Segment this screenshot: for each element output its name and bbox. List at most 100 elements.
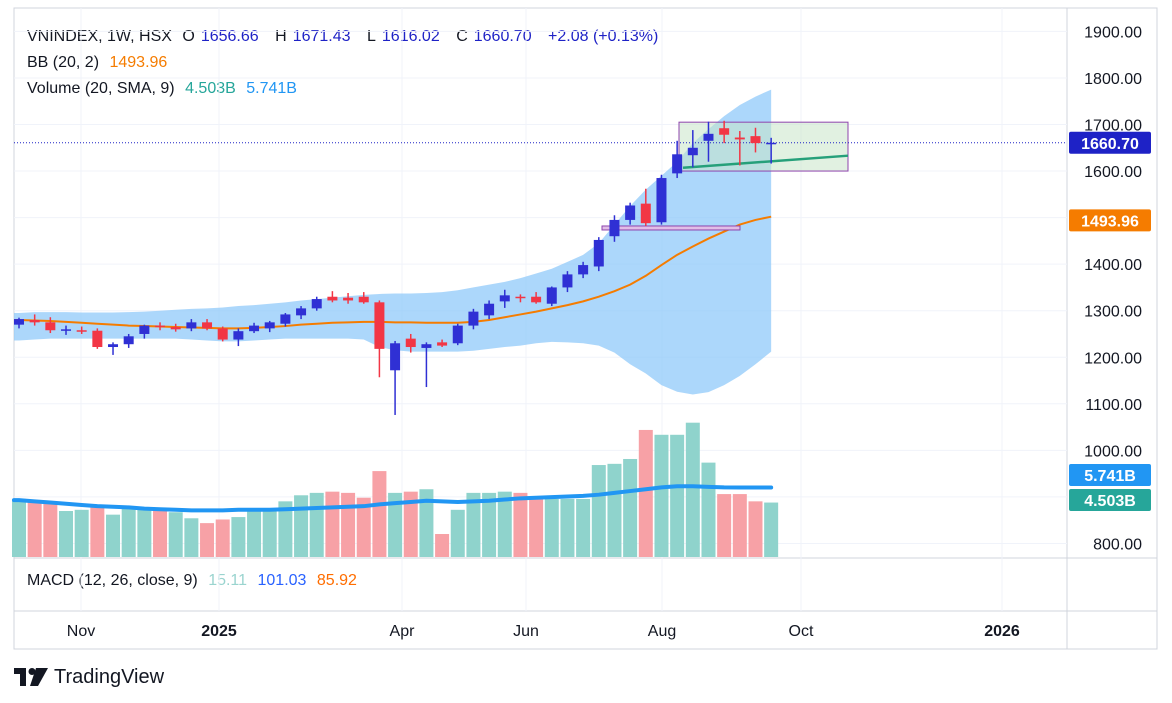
candle — [296, 306, 307, 320]
candle-body — [202, 322, 213, 329]
volume-bar — [513, 492, 528, 557]
candle-body — [249, 325, 260, 332]
close-label: C — [456, 28, 468, 45]
symbol-title[interactable]: VNINDEX, 1W, HSX — [27, 28, 172, 45]
candle — [734, 131, 745, 166]
price-tick-label: 1900.00 — [1084, 24, 1142, 41]
candle — [578, 261, 589, 279]
candle — [452, 323, 463, 346]
candle-body — [186, 322, 197, 329]
low-value: 1616.02 — [381, 28, 440, 45]
candle-body — [217, 328, 228, 340]
candle-body — [750, 136, 761, 144]
candle-body — [672, 154, 683, 174]
open-value: 1656.66 — [200, 28, 259, 45]
candle-body — [29, 320, 40, 323]
volume-bar — [262, 511, 277, 557]
volume-bar — [74, 509, 89, 557]
time-tick-label: 2026 — [984, 623, 1020, 640]
volume-legend[interactable]: Volume (20, SMA, 9) 4.503B 5.741B — [27, 80, 303, 98]
candle-body — [609, 219, 620, 237]
candle — [719, 120, 730, 144]
low-label: L — [366, 28, 376, 45]
volume-bar — [294, 495, 309, 557]
price-tick-label: 1300.00 — [1084, 304, 1142, 321]
candle — [76, 326, 87, 334]
volume-bar — [12, 498, 26, 557]
time-tick-label: Oct — [789, 623, 814, 640]
candle — [515, 294, 526, 303]
time-tick-label: Jun — [513, 623, 539, 640]
candle-body — [233, 331, 244, 340]
time-tick-label: Apr — [390, 623, 416, 640]
volume-bar — [607, 463, 622, 557]
volume-bar — [435, 534, 450, 557]
volume-bar — [748, 501, 763, 557]
volume-bar — [654, 434, 669, 557]
volume-bar — [591, 465, 606, 557]
candle-body — [703, 133, 714, 141]
candle — [437, 339, 448, 348]
volume-bar — [685, 422, 700, 557]
time-tick-label: 2025 — [201, 623, 237, 640]
volume-bar — [466, 492, 481, 557]
candle — [421, 342, 432, 388]
candle-body — [734, 137, 745, 140]
volume-bar — [153, 509, 168, 557]
volume-bar — [121, 507, 136, 557]
macd-legend[interactable]: MACD (12, 26, close, 9) 15.11 101.03 85.… — [27, 572, 363, 590]
volume-bar — [670, 434, 685, 557]
symbol-legend: VNINDEX, 1W, HSX O 1656.66 H 1671.43 L 1616… — [27, 28, 664, 46]
candle-body — [593, 239, 604, 267]
bb-basis-tag: 1493.96 — [1081, 213, 1139, 230]
candle — [61, 325, 72, 335]
trend-line — [682, 154, 849, 170]
candle — [280, 313, 291, 327]
last-price-tag-bg — [1069, 131, 1151, 154]
candle-body — [108, 344, 119, 348]
candle — [593, 237, 604, 272]
volume-bar — [200, 523, 215, 557]
brand-name: TradingView — [54, 665, 165, 688]
macd-histogram-value: 15.11 — [208, 572, 248, 589]
candle-body — [656, 178, 667, 223]
candle — [139, 324, 150, 339]
candle — [311, 296, 322, 311]
volume-bar — [419, 489, 434, 557]
candle — [343, 293, 354, 304]
tradingview-logo[interactable]: TradingView — [14, 664, 164, 690]
candle-body — [14, 319, 24, 325]
candle-body — [578, 265, 589, 275]
candle-body — [280, 314, 291, 324]
volume-bar — [137, 509, 152, 557]
volume-bar — [325, 491, 340, 557]
candle-body — [123, 336, 134, 345]
candle-body — [515, 296, 526, 299]
candle — [687, 130, 698, 168]
volume-bar — [106, 514, 121, 557]
candle-body — [264, 322, 275, 329]
candle-body — [687, 147, 698, 156]
candle — [170, 323, 181, 332]
price-tick-label: 1600.00 — [1084, 164, 1142, 181]
price-tick-label: 1400.00 — [1084, 257, 1142, 274]
candle — [155, 322, 166, 331]
candle-body — [531, 296, 542, 303]
volume-bar — [701, 462, 716, 557]
candle — [640, 188, 651, 226]
candle — [625, 202, 636, 225]
candle-body — [437, 342, 448, 346]
candle — [186, 319, 197, 332]
volume-bar — [403, 491, 418, 557]
price-tick-label: 1200.00 — [1084, 350, 1142, 367]
bollinger-band-area — [14, 89, 772, 395]
bollinger-basis-line — [14, 215, 772, 330]
macd-signal-value: 85.92 — [316, 572, 357, 589]
candle-body — [343, 297, 354, 301]
candle-body — [405, 338, 416, 348]
candle-body — [546, 287, 557, 304]
candle-body — [452, 325, 463, 344]
candle — [531, 292, 542, 304]
candle — [45, 317, 56, 334]
